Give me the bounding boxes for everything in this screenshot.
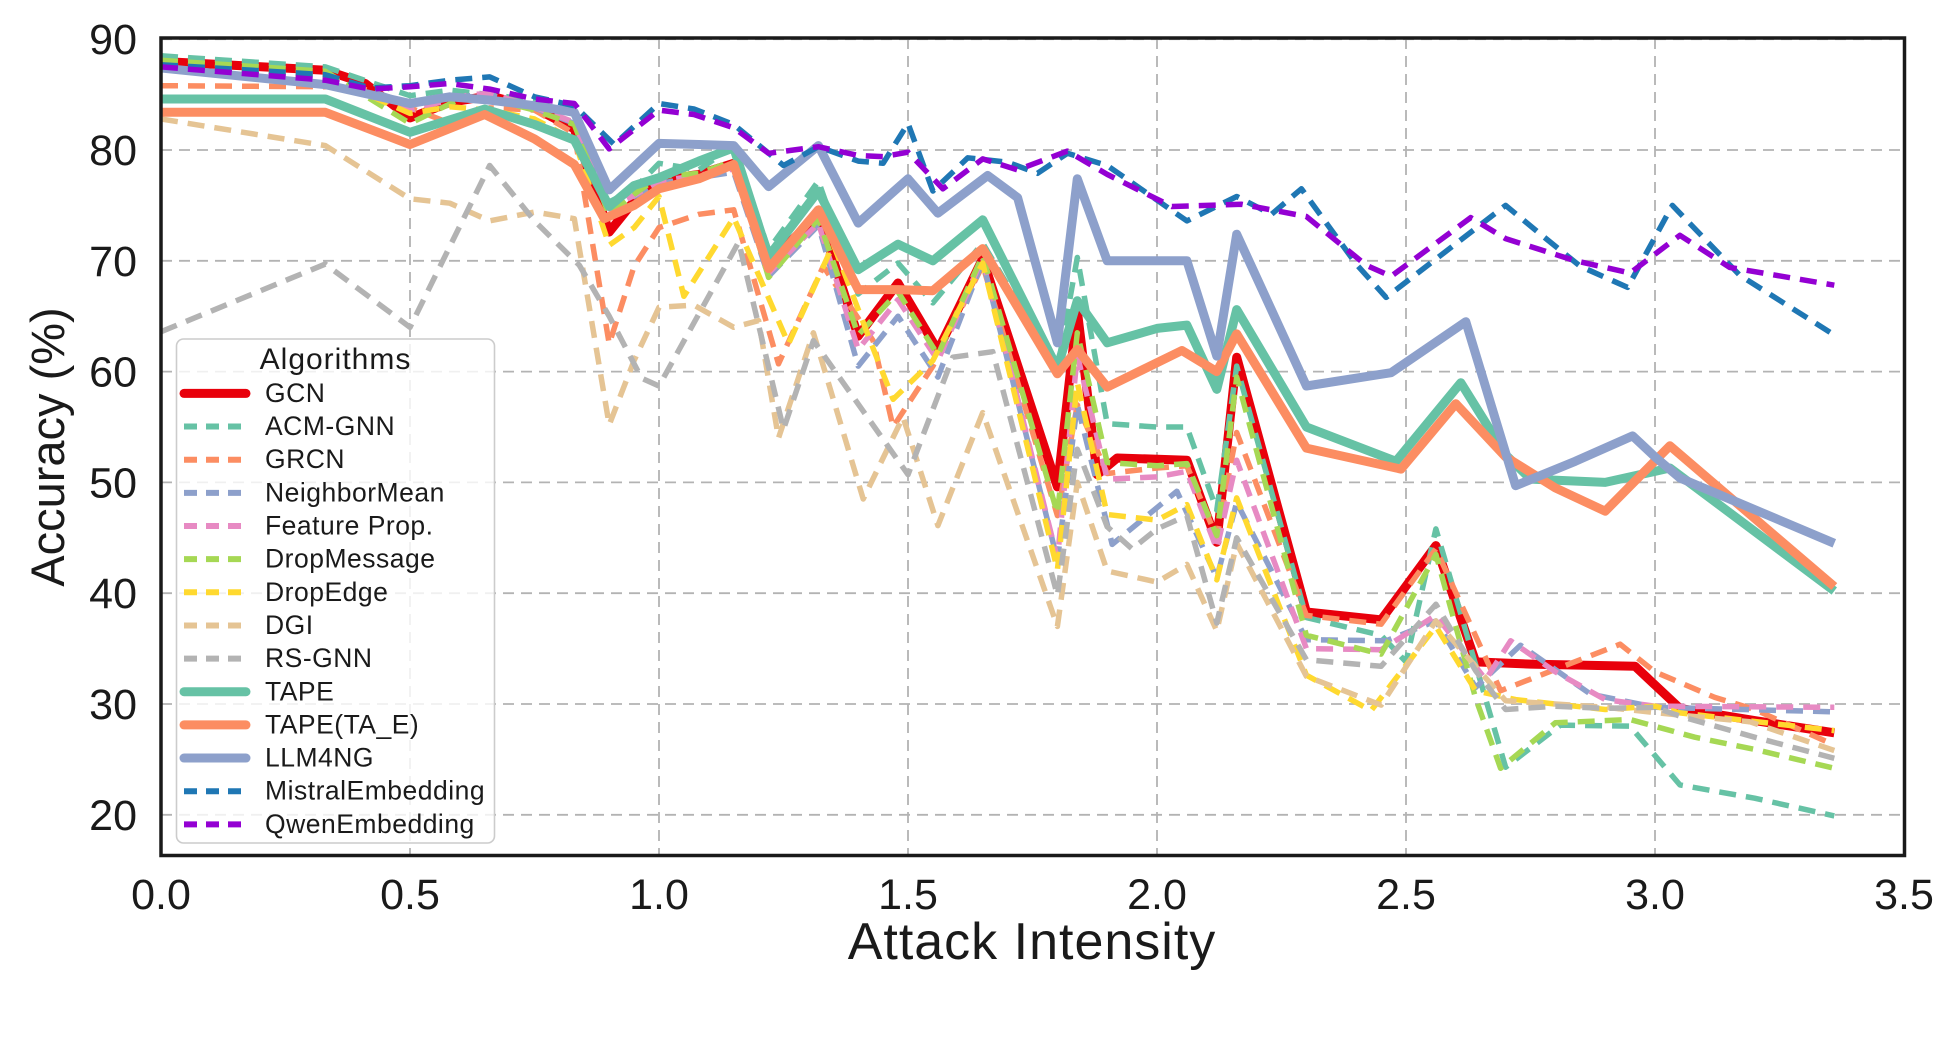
svg-text:NeighborMean: NeighborMean [265,477,445,507]
svg-text:40: 40 [89,570,137,618]
svg-text:DGI: DGI [265,610,314,640]
svg-text:50: 50 [89,459,137,507]
svg-text:RS-GNN: RS-GNN [265,643,373,673]
svg-text:Accuracy (%): Accuracy (%) [21,307,74,586]
svg-text:3.5: 3.5 [1874,871,1934,919]
svg-text:GRCN: GRCN [265,444,345,474]
svg-text:2.0: 2.0 [1127,871,1187,919]
svg-text:70: 70 [89,238,137,286]
svg-text:0.5: 0.5 [380,871,440,919]
svg-text:80: 80 [89,127,137,175]
svg-text:60: 60 [89,349,137,397]
svg-text:TAPE: TAPE [265,676,334,706]
svg-text:30: 30 [89,681,137,729]
svg-text:DropEdge: DropEdge [265,577,388,607]
svg-text:2.5: 2.5 [1376,871,1436,919]
svg-text:ACM-GNN: ACM-GNN [265,411,395,441]
svg-text:TAPE(TA_E): TAPE(TA_E) [265,709,419,739]
svg-text:QwenEmbedding: QwenEmbedding [265,809,475,839]
svg-text:Algorithms: Algorithms [260,343,412,376]
svg-text:LLM4NG: LLM4NG [265,743,374,773]
svg-text:0.0: 0.0 [131,871,191,919]
svg-text:MistralEmbedding: MistralEmbedding [265,776,485,806]
svg-text:20: 20 [89,792,137,840]
svg-text:GCN: GCN [265,378,325,408]
svg-text:Attack Intensity: Attack Intensity [848,913,1217,971]
svg-text:DropMessage: DropMessage [265,544,435,574]
svg-text:1.0: 1.0 [629,871,689,919]
svg-text:90: 90 [89,16,137,64]
svg-text:1.5: 1.5 [878,871,938,919]
svg-text:3.0: 3.0 [1625,871,1685,919]
svg-text:Feature Prop.: Feature Prop. [265,511,434,541]
